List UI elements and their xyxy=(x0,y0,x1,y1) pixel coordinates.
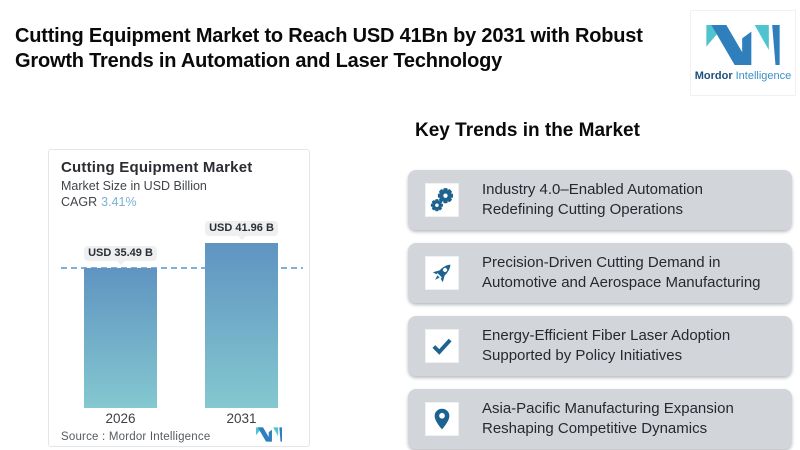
trend-card-fiber-laser: Energy-Efficient Fiber Laser Adoption Su… xyxy=(408,316,792,376)
page-title-line2: Growth Trends in Automation and Laser Te… xyxy=(15,50,503,72)
trend-icon-box xyxy=(425,402,459,436)
trend-line1: Precision-Driven Cutting Demand in xyxy=(482,254,721,271)
bar-value-label-2026: USD 35.49 B xyxy=(84,246,157,265)
trends-heading: Key Trends in the Market xyxy=(415,120,640,141)
mordor-mini-logo-icon xyxy=(256,427,282,442)
reference-dashed-line xyxy=(61,267,303,269)
trend-icon-box xyxy=(425,329,459,363)
cagr-value: 3.41% xyxy=(101,195,137,209)
trend-line1: Asia-Pacific Manufacturing Expansion xyxy=(482,400,734,417)
trend-line2: Redefining Cutting Operations xyxy=(482,201,683,218)
cagr-label: CAGR xyxy=(61,195,98,209)
x-axis-label-2031: 2031 xyxy=(226,411,257,426)
bar-2026 xyxy=(84,268,157,408)
x-axis-label-2026: 2026 xyxy=(105,411,136,426)
chart-source: Source : Mordor Intelligence xyxy=(61,431,211,443)
bar-chart: USD 35.49 B USD 41.96 B xyxy=(49,150,309,408)
chart-title: Cutting Equipment Market xyxy=(61,159,253,176)
trend-line2: Supported by Policy Initiatives xyxy=(482,347,683,364)
chart-cagr: CAGR 3.41% xyxy=(61,195,137,209)
chart-subtitle: Market Size in USD Billion xyxy=(61,179,207,193)
trend-line2: Reshaping Competitive Dynamics xyxy=(482,420,708,437)
bar-2031 xyxy=(205,243,278,408)
trend-icon-box xyxy=(425,183,459,217)
page-title-line1: Cutting Equipment Market to Reach USD 41… xyxy=(15,25,643,47)
trend-line1: Energy-Efficient Fiber Laser Adoption xyxy=(482,327,731,344)
trend-card-asia-pacific: Asia-Pacific Manufacturing Expansion Res… xyxy=(408,389,792,449)
gears-icon xyxy=(430,188,454,212)
logo-brand-bold: Mordor xyxy=(694,69,733,82)
logo-brand-light: Intelligence xyxy=(735,69,792,82)
mordor-logo-icon xyxy=(706,24,780,65)
bar-value-label-2031: USD 41.96 B xyxy=(205,221,278,240)
trend-text: Energy-Efficient Fiber Laser Adoption Su… xyxy=(482,326,730,366)
trend-card-precision: Precision-Driven Cutting Demand in Autom… xyxy=(408,243,792,303)
trend-line1: Industry 4.0–Enabled Automation xyxy=(482,181,703,198)
rocket-icon xyxy=(432,264,451,283)
trend-card-automation: Industry 4.0–Enabled Automation Redefini… xyxy=(408,170,792,230)
mordor-intelligence-logo: Mordor Intelligence xyxy=(690,10,796,96)
trend-text: Industry 4.0–Enabled Automation Redefini… xyxy=(482,180,703,220)
checkmark-icon xyxy=(432,338,452,355)
page-title: Cutting Equipment Market to Reach USD 41… xyxy=(15,24,685,74)
trend-line2: Automotive and Aerospace Manufacturing xyxy=(482,274,761,291)
logo-wordmark: Mordor Intelligence xyxy=(695,70,792,82)
location-pin-icon xyxy=(434,408,450,430)
market-chart-card: Cutting Equipment Market Market Size in … xyxy=(48,149,310,447)
trend-icon-box xyxy=(425,256,459,290)
trend-text: Asia-Pacific Manufacturing Expansion Res… xyxy=(482,399,734,439)
trend-text: Precision-Driven Cutting Demand in Autom… xyxy=(482,253,761,293)
